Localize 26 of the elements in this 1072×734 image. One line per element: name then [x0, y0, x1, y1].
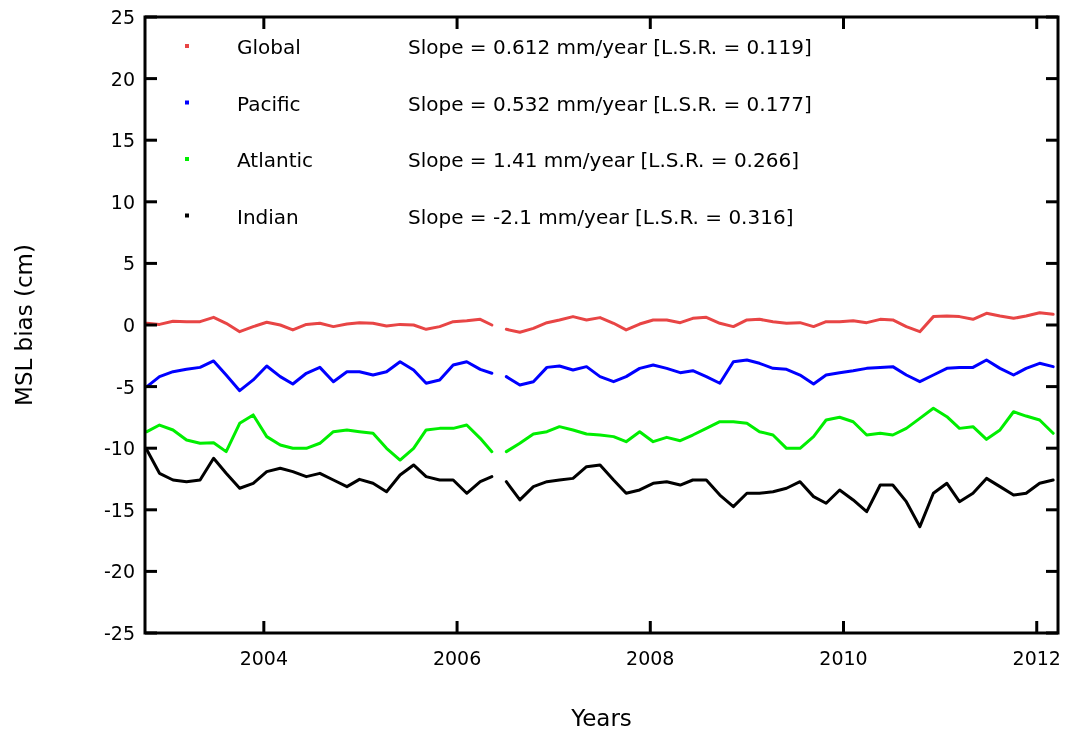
x-tick-label: 2008	[626, 647, 675, 669]
y-tick-label: -5	[116, 375, 135, 398]
legend-label: Atlantic	[237, 148, 314, 172]
legend-label: Global	[237, 35, 301, 59]
y-tick-label: 10	[110, 190, 135, 213]
x-tick-label: 2004	[239, 647, 289, 669]
y-tick-label: 15	[110, 129, 135, 152]
x-tick-label: 2006	[432, 647, 482, 669]
annotation: Slope = 1.41 mm/year [L.S.R. = 0.266]	[408, 148, 799, 172]
legend-label: Pacific	[237, 91, 301, 116]
y-tick-label: 0	[122, 314, 135, 336]
x-axis-title: Years	[570, 705, 632, 731]
x-tick-label: 2010	[819, 647, 868, 669]
y-axis-title: MSL bias (cm)	[11, 244, 37, 406]
annotation: Slope = -2.1 mm/year [L.S.R. = 0.316]	[408, 204, 794, 229]
annotation: Slope = 0.532 mm/year [L.S.R. = 0.177]	[408, 91, 812, 116]
x-tick-label: 2012	[1012, 647, 1061, 669]
y-tick-label: -20	[103, 560, 135, 583]
y-tick-label: 20	[110, 67, 135, 90]
annotation: Slope = 0.612 mm/year [L.S.R. = 0.119]	[408, 35, 812, 59]
y-tick-label: 5	[122, 252, 135, 275]
legend-label: Indian	[237, 204, 299, 229]
y-tick-label: 25	[110, 6, 135, 28]
y-tick-label: -15	[103, 498, 135, 521]
y-tick-label: -10	[103, 437, 135, 460]
y-tick-label: -25	[103, 622, 135, 644]
